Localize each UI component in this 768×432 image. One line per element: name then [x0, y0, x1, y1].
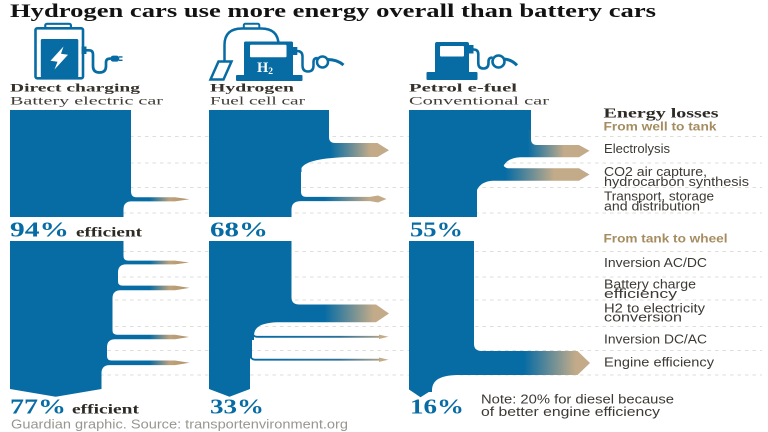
svg-text:Inversion AC/DC: Inversion AC/DC [604, 256, 707, 270]
svg-text:Petrol e-fuel: Petrol e-fuel [409, 81, 518, 95]
svg-text:CO2 air capture,: CO2 air capture, [604, 165, 707, 179]
svg-text:Battery electric car: Battery electric car [10, 94, 163, 108]
svg-text:Engine efficiency: Engine efficiency [604, 356, 715, 370]
svg-text:Battery charge: Battery charge [604, 278, 696, 292]
svg-text:H2 to electricity: H2 to electricity [604, 302, 706, 316]
svg-text:Guardian graphic. Source: tran: Guardian graphic. Source: transportenvir… [11, 417, 348, 432]
svg-text:94%: 94% [10, 218, 69, 242]
svg-text:efficient: efficient [72, 403, 139, 418]
svg-text:Hydrogen cars use more energy: Hydrogen cars use more energy overall th… [10, 1, 656, 22]
svg-text:From tank to wheel: From tank to wheel [604, 232, 728, 246]
svg-text:efficient: efficient [76, 226, 142, 241]
svg-text:Hydrogen: Hydrogen [210, 81, 295, 95]
svg-text:77%: 77% [10, 395, 66, 419]
svg-text:Direct charging: Direct charging [10, 81, 140, 95]
svg-text:Electrolysis: Electrolysis [604, 142, 670, 156]
svg-text:conversion: conversion [604, 311, 682, 325]
svg-text:33%: 33% [210, 395, 264, 419]
svg-text:Transport, storage: Transport, storage [604, 190, 714, 204]
svg-text:16%: 16% [410, 395, 464, 419]
svg-text:From well to tank: From well to tank [604, 120, 717, 134]
svg-text:efficiency: efficiency [604, 287, 678, 301]
svg-text:and distribution: and distribution [604, 199, 700, 213]
svg-text:Fuel cell car: Fuel cell car [210, 94, 305, 108]
svg-text:of better engine efficiency: of better engine efficiency [481, 405, 661, 419]
svg-text:Energy losses: Energy losses [604, 107, 720, 122]
svg-text:Conventional car: Conventional car [409, 94, 549, 108]
svg-text:68%: 68% [210, 218, 268, 242]
svg-text:Note: 20% for diesel because: Note: 20% for diesel because [481, 393, 674, 407]
svg-text:55%: 55% [410, 218, 463, 242]
svg-text:Inversion DC/AC: Inversion DC/AC [604, 333, 707, 347]
svg-text:hydrocarbon synthesis: hydrocarbon synthesis [604, 175, 749, 189]
